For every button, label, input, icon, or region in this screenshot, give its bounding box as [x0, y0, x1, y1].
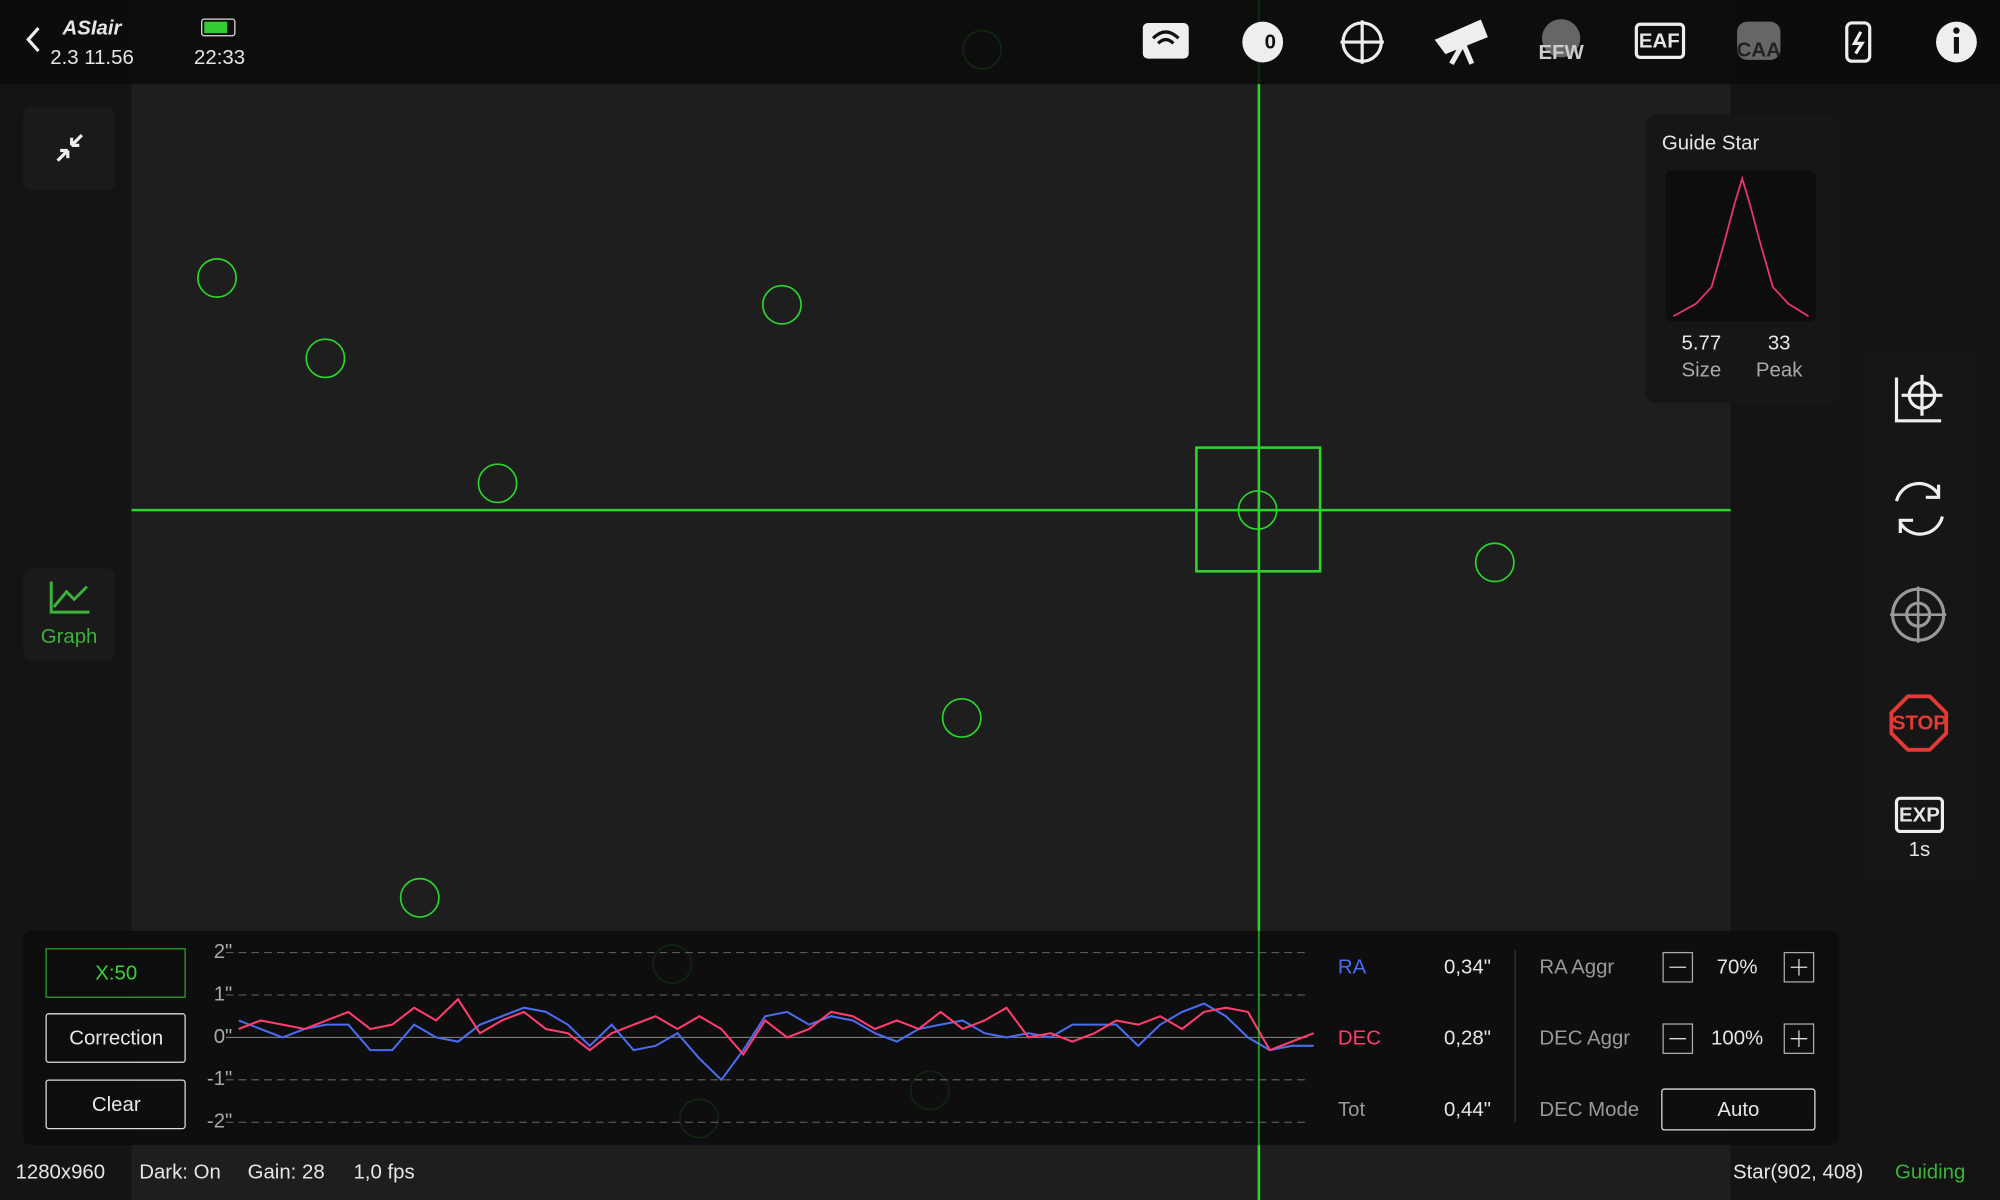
star-size-label: Size: [1682, 359, 1722, 381]
ra-aggr-label: RA Aggr: [1539, 956, 1614, 978]
star-peak-label: Peak: [1756, 359, 1803, 381]
status-resolution: 1280x960: [16, 1162, 106, 1184]
dec-mode-select[interactable]: Auto: [1661, 1088, 1816, 1131]
efw-label: EFW: [1538, 42, 1584, 64]
collapse-button[interactable]: [23, 107, 115, 191]
ra-aggr-plus[interactable]: [1783, 951, 1815, 983]
clear-label: Clear: [92, 1094, 141, 1116]
series-line: [238, 997, 1315, 1057]
status-state: Guiding: [1895, 1162, 1965, 1184]
dec-aggr-plus[interactable]: [1783, 1023, 1815, 1054]
y-tick-label: 1": [214, 983, 233, 1005]
dec-mode-label: DEC Mode: [1539, 1099, 1639, 1121]
tot-label: Tot: [1338, 1099, 1366, 1121]
wifi-button[interactable]: [1142, 22, 1189, 59]
camera-button[interactable]: 0: [1242, 21, 1284, 63]
refresh-button[interactable]: [1894, 481, 1944, 536]
graph-label: Graph: [41, 626, 98, 648]
y-tick-label: 2": [214, 941, 233, 963]
y-tick-label: -2": [207, 1111, 232, 1133]
bin-label: 0: [1265, 32, 1276, 54]
guide-star-title: Guide Star: [1662, 132, 1760, 154]
tot-value: 0,44": [1444, 1099, 1491, 1121]
graph-button[interactable]: Graph: [23, 568, 115, 661]
dec-mode-value: Auto: [1717, 1099, 1759, 1121]
clock: 22:33: [194, 47, 245, 69]
ra-label: RA: [1338, 956, 1367, 978]
star-profile: [1672, 175, 1809, 318]
status-gain: Gain: 28: [248, 1162, 325, 1184]
power-button[interactable]: [1845, 21, 1872, 63]
dec-aggr-minus[interactable]: [1662, 1023, 1694, 1054]
clear-button[interactable]: Clear: [45, 1079, 186, 1130]
eaf-button[interactable]: EAF: [1634, 22, 1686, 59]
app-logo: ASIair: [62, 18, 123, 40]
star-profile-box: [1665, 170, 1817, 322]
status-fps: 1,0 fps: [353, 1162, 414, 1184]
dec-aggr-label: DEC Aggr: [1539, 1028, 1630, 1050]
eaf-label: EAF: [1639, 30, 1680, 52]
y-tick-label: -1": [207, 1068, 232, 1090]
star-peak: 33: [1768, 333, 1791, 355]
dec-aggr-value: 100%: [1711, 1028, 1763, 1050]
ra-value: 0,34": [1444, 956, 1491, 978]
dec-label: DEC: [1338, 1028, 1381, 1050]
correction-button[interactable]: Correction: [45, 1013, 186, 1063]
x-scale-label: X:50: [95, 963, 137, 985]
series-line: [238, 1002, 1314, 1082]
battery-level: [204, 21, 228, 34]
stop-label: STOP: [1892, 713, 1947, 735]
status-dark: Dark: On: [139, 1162, 221, 1184]
ra-aggr-value: 70%: [1717, 956, 1758, 978]
mount-button[interactable]: [1434, 19, 1488, 66]
back-button[interactable]: [26, 26, 40, 53]
info-button[interactable]: [1936, 21, 1977, 63]
toolbar: 0 EFW EAF CAA: [1142, 19, 1977, 66]
calibrate-button[interactable]: [1894, 374, 1943, 423]
guide-panel: [23, 930, 1840, 1146]
caa-button[interactable]: CAA: [1737, 21, 1781, 62]
ra-aggr-minus[interactable]: [1662, 951, 1694, 983]
x-scale-button[interactable]: X:50: [45, 948, 186, 998]
star-size: 5.77: [1682, 333, 1722, 355]
exposure-button[interactable]: EXP 1s: [1894, 796, 1944, 861]
caa-label: CAA: [1737, 39, 1781, 61]
guide-camera-button[interactable]: [1340, 20, 1384, 64]
version: 2.3 11.56: [50, 47, 134, 69]
exp-label: EXP: [1899, 805, 1940, 827]
target-button[interactable]: [1890, 586, 1947, 643]
exp-value: 1s: [1909, 839, 1931, 861]
efw-button[interactable]: EFW: [1538, 19, 1585, 64]
y-tick-label: 0": [214, 1026, 233, 1048]
dec-value: 0,28": [1444, 1028, 1491, 1050]
correction-label: Correction: [69, 1028, 163, 1050]
guide-graph: 2" 1" 0" -1" -2": [207, 941, 1315, 1133]
status-star: Star(902, 408): [1733, 1162, 1863, 1184]
stop-button[interactable]: STOP: [1889, 694, 1949, 752]
top-bar: [0, 0, 2000, 85]
battery: [201, 18, 236, 37]
